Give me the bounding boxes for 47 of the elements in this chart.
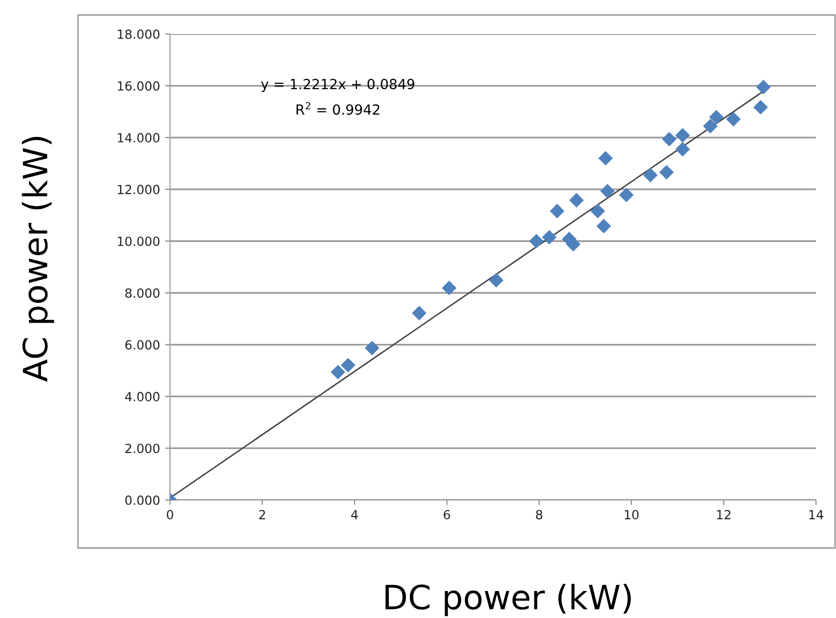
point	[619, 188, 634, 202]
y-tick-label: 14.000	[118, 133, 160, 142]
point	[753, 100, 768, 115]
y-tick-label: 4.000	[125, 392, 160, 402]
point	[703, 118, 718, 134]
x-tick-label: 12	[717, 510, 730, 520]
y-tick-label: 8.000	[125, 288, 160, 298]
point	[340, 358, 356, 372]
y-tick-label: 18.000	[118, 29, 160, 39]
x-tick-label: 14	[809, 510, 824, 520]
x-tick-label: 6	[444, 510, 450, 520]
y-tick-label: 16.000	[118, 81, 160, 91]
point	[569, 192, 584, 208]
x-tick-label: 2	[259, 510, 266, 520]
point	[675, 128, 690, 143]
point	[675, 142, 690, 156]
y-tick-label: 2.000	[125, 444, 160, 454]
point	[598, 150, 613, 166]
point	[364, 340, 380, 356]
point	[756, 80, 771, 94]
x-tick-label: 10	[624, 510, 639, 520]
point	[590, 204, 606, 218]
point	[726, 112, 741, 126]
y-tick-label: 0.000	[125, 495, 160, 505]
point	[529, 234, 544, 248]
point	[596, 218, 612, 234]
y-tick-label: 6.000	[125, 340, 160, 350]
y-tick-label: 12.000	[118, 184, 160, 194]
y-axis-title: AC power (kW)	[22, 136, 54, 382]
point	[330, 364, 346, 380]
point	[643, 168, 658, 182]
annotation: R$^{2}$ = 0.9942	[296, 102, 380, 115]
x-tick-label: 8	[536, 510, 542, 520]
x-axis-title: DC power (kW)	[386, 584, 631, 616]
point	[442, 280, 456, 296]
point	[600, 184, 615, 198]
x-tick-label: 0	[166, 510, 174, 520]
point	[412, 306, 426, 320]
point	[542, 230, 557, 245]
x-tick-label: 4	[351, 510, 358, 520]
annotation: y = 1.2212x + 0.0849	[261, 78, 414, 92]
y-tick-label: 10.000	[118, 236, 160, 246]
point	[662, 132, 677, 146]
point	[659, 164, 674, 180]
point	[709, 110, 724, 124]
point	[550, 204, 564, 218]
point	[488, 272, 504, 288]
